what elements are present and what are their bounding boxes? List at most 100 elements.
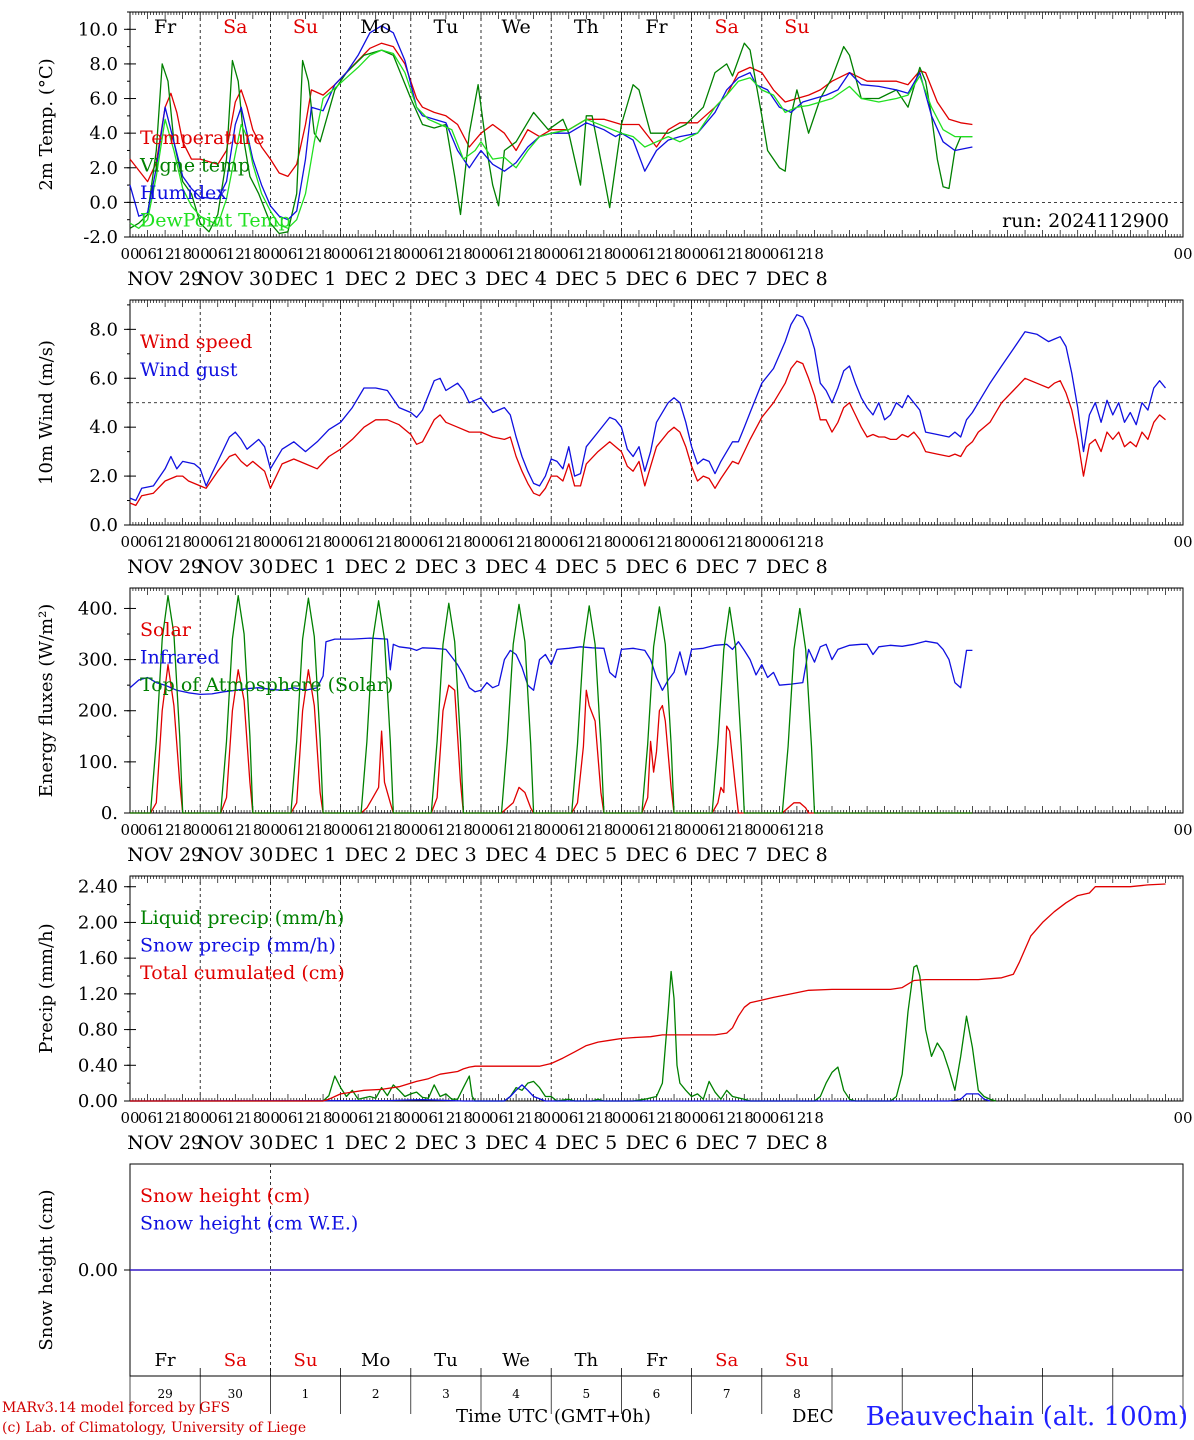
hour-tick-label: 18 — [314, 1109, 333, 1127]
hour-tick-label: 00 — [261, 1109, 280, 1127]
date-label: DEC 5 — [555, 844, 617, 866]
hour-tick-label: 00 — [612, 821, 631, 839]
day-number: 6 — [653, 1387, 661, 1401]
hour-tick-label: 06 — [559, 821, 578, 839]
y-tick-label: 0.0 — [89, 192, 118, 213]
day-name: Sa — [715, 1350, 738, 1371]
y-tick-label: 4.0 — [89, 417, 118, 438]
y-tick-label: 0.00 — [78, 1260, 118, 1281]
hour-tick-label: 00 — [331, 245, 350, 263]
hour-tick-label: 06 — [770, 245, 789, 263]
hour-tick-label: 18 — [735, 1109, 754, 1127]
date-label: DEC 2 — [345, 268, 407, 290]
y-tick-label: 0.80 — [78, 1020, 118, 1041]
hour-tick-label: 06 — [489, 1109, 508, 1127]
day-name: Su — [294, 1350, 318, 1371]
day-number: 4 — [512, 1387, 520, 1401]
hour-tick-label: 00 — [612, 1109, 631, 1127]
hour-tick-label: 18 — [243, 1109, 262, 1127]
run-label: run: 2024112900 — [1002, 210, 1169, 232]
date-label: DEC 5 — [555, 1132, 617, 1154]
time-axis-label: Time UTC (GMT+0h) — [456, 1406, 651, 1427]
day-name: Sa — [715, 16, 739, 38]
date-label: DEC 1 — [275, 844, 337, 866]
hour-tick-label: 00 — [191, 245, 210, 263]
series-line — [130, 664, 973, 814]
hour-tick-label: 00 — [261, 245, 280, 263]
hour-tick-label: 00 — [682, 1109, 701, 1127]
day-number: 1 — [302, 1387, 310, 1401]
hour-tick-label: 12 — [787, 245, 806, 263]
hour-tick-label: 18 — [805, 1109, 824, 1127]
hour-tick-label: 00 — [401, 821, 420, 839]
day-name: Sa — [224, 1350, 247, 1371]
hour-tick-label: 00 — [331, 1109, 350, 1127]
date-label: NOV 29 — [127, 844, 203, 866]
date-label: DEC 2 — [345, 1132, 407, 1154]
hour-tick-label: 00 — [120, 1109, 139, 1127]
date-label: DEC 7 — [696, 1132, 758, 1154]
hour-tick-label: 06 — [489, 533, 508, 551]
date-label: DEC 4 — [485, 556, 547, 578]
hour-tick-label: 00 — [191, 533, 210, 551]
y-tick-label: 6.0 — [89, 89, 118, 110]
hour-tick-label: 12 — [226, 1109, 245, 1127]
series-line — [130, 964, 996, 1102]
hour-tick-label: 18 — [665, 245, 684, 263]
hour-tick-label: 18 — [665, 533, 684, 551]
legend-entry: Solar — [140, 619, 192, 641]
hour-tick-label: 12 — [366, 533, 385, 551]
hour-tick-label: 12 — [717, 245, 736, 263]
hour-tick-label: 12 — [296, 245, 315, 263]
legend-entry: Snow precip (mm/h) — [140, 935, 336, 957]
hour-tick-label: 06 — [208, 1109, 227, 1127]
hour-tick-label: 18 — [384, 245, 403, 263]
y-tick-label: 100. — [78, 752, 118, 773]
date-label: DEC 8 — [766, 268, 828, 290]
hour-tick-label: 06 — [700, 533, 719, 551]
date-label: DEC 1 — [275, 268, 337, 290]
hour-tick-label: 18 — [454, 1109, 473, 1127]
date-label: DEC 8 — [766, 556, 828, 578]
y-tick-label: 2.00 — [78, 912, 118, 933]
series-line — [129, 49, 973, 229]
hour-tick-label: 00 — [1173, 821, 1192, 839]
y-axis-label: 10m Wind (m/s) — [36, 340, 57, 485]
station-name: Beauvechain (alt. 100m) — [865, 1402, 1188, 1432]
hour-tick-label: 12 — [156, 533, 175, 551]
month-label: DEC — [792, 1406, 834, 1427]
hour-tick-label: 18 — [594, 821, 613, 839]
day-name: Mo — [361, 1350, 390, 1371]
y-axis-label: Precip (mm/h) — [36, 923, 57, 1053]
hour-tick-label: 12 — [647, 245, 666, 263]
date-label: DEC 4 — [485, 1132, 547, 1154]
series-line — [129, 42, 973, 235]
date-label: NOV 30 — [197, 1132, 273, 1154]
date-label: NOV 30 — [197, 844, 273, 866]
hour-tick-label: 12 — [787, 821, 806, 839]
hour-tick-label: 00 — [471, 245, 490, 263]
legend-entry: Temperature — [140, 127, 264, 149]
date-label: NOV 29 — [127, 556, 203, 578]
hour-tick-label: 12 — [296, 533, 315, 551]
hour-tick-label: 12 — [787, 533, 806, 551]
date-label: DEC 1 — [275, 1132, 337, 1154]
day-number: 3 — [442, 1387, 450, 1401]
day-name: Su — [785, 1350, 809, 1371]
hour-tick-label: 18 — [665, 821, 684, 839]
hour-tick-label: 06 — [559, 533, 578, 551]
y-tick-label: 400. — [78, 598, 118, 619]
hour-tick-label: 18 — [594, 533, 613, 551]
hour-tick-label: 18 — [384, 1109, 403, 1127]
hour-tick-label: 12 — [507, 533, 526, 551]
hour-tick-label: 00 — [471, 1109, 490, 1127]
hour-tick-label: 12 — [226, 245, 245, 263]
hour-tick-label: 06 — [629, 1109, 648, 1127]
plot-frame — [129, 587, 1184, 814]
hour-tick-label: 12 — [296, 1109, 315, 1127]
hour-tick-label: 06 — [349, 1109, 368, 1127]
date-label: DEC 7 — [696, 268, 758, 290]
y-tick-label: 2.0 — [89, 466, 118, 487]
hour-tick-label: 18 — [314, 245, 333, 263]
hour-tick-label: 12 — [156, 1109, 175, 1127]
